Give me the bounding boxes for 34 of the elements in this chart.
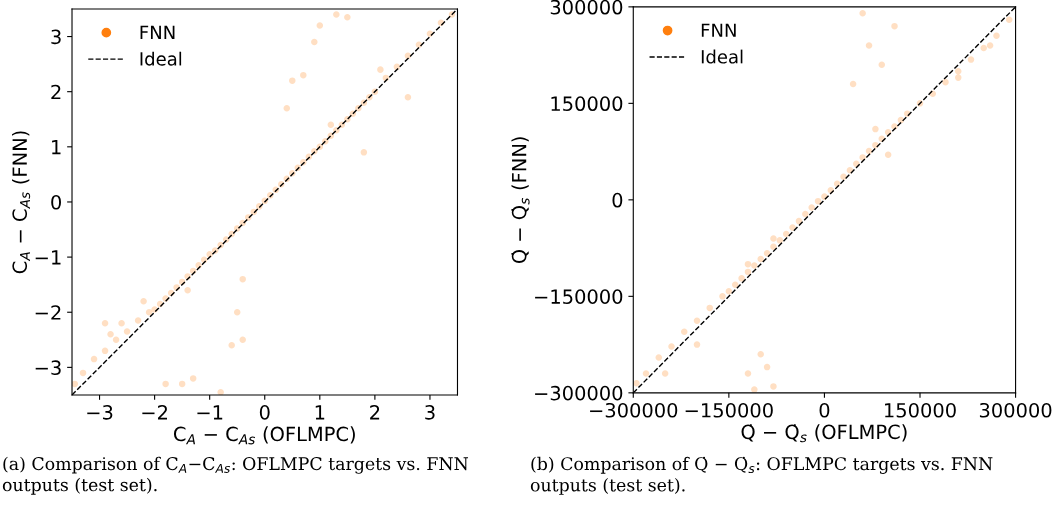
x-tick-label: −2 [142,405,167,420]
y-tick-label: 3 [51,29,61,45]
y-tick-label: −300000 [535,385,623,401]
x-tick-label: 2 [370,405,380,420]
x-tick-label: −150000 [685,402,773,418]
y-tick-label: 300000 [550,0,623,15]
x-axis-title: Q̇ − Q̇$_{s}$ (OFLMPC) [741,424,907,443]
x-tick-label: 3 [425,405,435,420]
legend-label: Ideal [701,49,743,64]
x-tick-label: 150000 [885,402,956,418]
y-tick-label: 0 [51,194,61,210]
y-tick-label: 1 [52,140,61,155]
y-tick-label: 2 [51,84,61,100]
x-tick-label: 0 [819,402,830,418]
text: (b) Comparison of Q̇ − Q̇$_{s}$: OFLMPC targets vs. FNN outputs (test set). [530,456,993,495]
x-tick-label: 300000 [979,402,1052,418]
y-tick-label: −2 [35,305,61,320]
y-tick-label: −3 [35,360,61,376]
x-tick-label: −3 [87,405,113,420]
x-tick-label: 1 [315,405,325,420]
y-axis-title: Q̇ − Q̇$_{s}$ (FNN) [511,137,530,264]
legend-label: Ideal [140,51,182,66]
legend-label: FNN [701,23,736,37]
x-tick-label: −1 [197,405,223,420]
y-axis-title: C$_{A}$ − C$_{As}$ (FNN) [12,131,31,274]
text: (a) Comparison of C$_{A}$−C$_{As}$: OFLMPC targets vs. FNN outputs (test set). [2,456,469,495]
x-tick-label: 0 [259,405,270,420]
y-tick-label: −150000 [535,289,623,304]
y-tick-label: −1 [35,250,61,265]
y-tick-label: 150000 [551,96,623,112]
x-tick-label: −300000 [590,402,678,418]
y-tick-label: 0 [612,192,623,208]
legend-label: FNN [140,25,175,39]
x-axis-title: C$_{A}$ − C$_{As}$ (OFLMPC) [173,426,355,445]
